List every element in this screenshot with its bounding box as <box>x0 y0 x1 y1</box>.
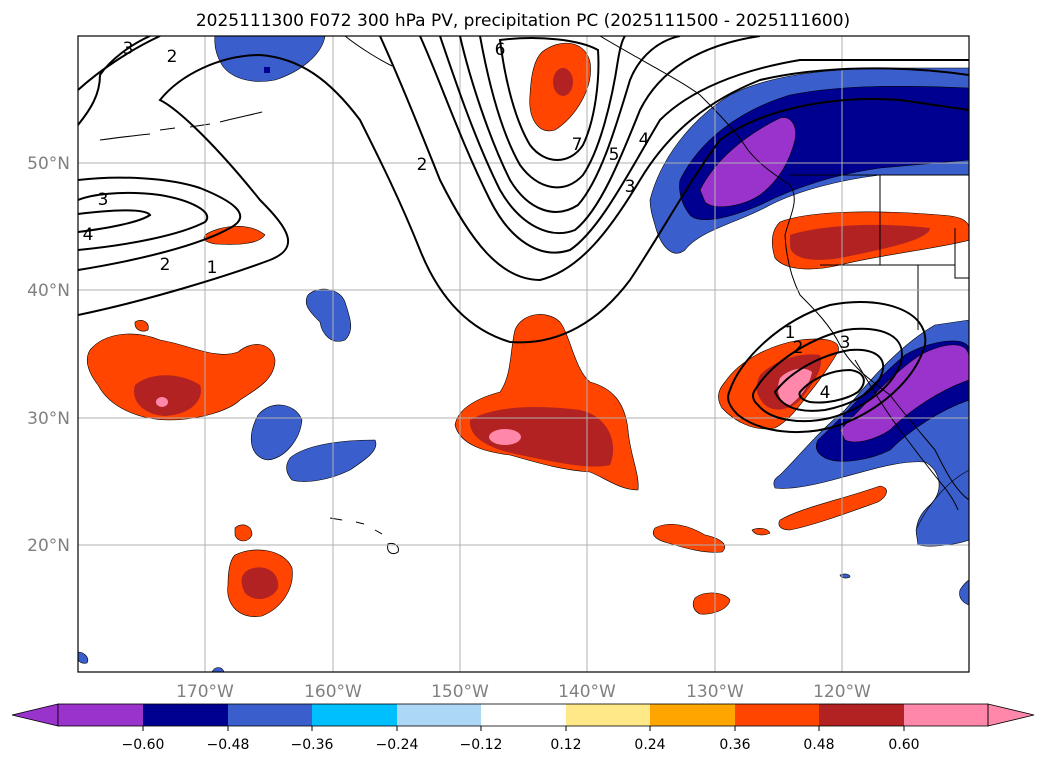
colorbar-tick-label: −0.36 <box>291 737 334 753</box>
pv-label: 2 <box>160 255 171 275</box>
precip-core-central <box>469 407 614 467</box>
colorbar-extend-high <box>987 703 1035 727</box>
lat-label: 40°N <box>27 281 70 301</box>
colorbar-outline <box>57 703 989 727</box>
pv-contour-low-1 <box>727 301 927 434</box>
precip-core-west <box>134 375 201 416</box>
colorbar-tick-label: 0.36 <box>719 737 750 753</box>
colorbar-segment <box>566 704 650 726</box>
pv-label: 2 <box>793 338 804 358</box>
pv-contour-west-4 <box>78 209 152 233</box>
lon-label: 130°W <box>686 682 744 702</box>
pv-contours <box>78 36 969 434</box>
pv-label: 4 <box>639 130 650 150</box>
pv-label: 4 <box>820 383 831 403</box>
precip-peak-socal <box>778 368 812 405</box>
colorbar-segment <box>397 704 481 726</box>
pv-label: 7 <box>572 135 583 155</box>
latitude-labels: 50°N 40°N 30°N 20°N <box>27 154 70 556</box>
pv-contour-labels: 3 2 3 4 2 1 2 6 7 5 4 3 1 2 3 4 <box>83 39 851 403</box>
colorbar-segment <box>481 704 566 726</box>
map-area: 3 2 3 4 2 1 2 6 7 5 4 3 1 2 3 4 <box>78 36 969 672</box>
pv-contour-ridge-7 <box>498 37 600 161</box>
colorbar-tick-label: −0.60 <box>122 737 165 753</box>
precip-peak-west <box>156 397 168 407</box>
pv-contour-ridge-2 <box>379 36 969 282</box>
colorbar-segment <box>650 704 735 726</box>
pv-contour-west-3 <box>78 191 209 251</box>
lon-label: 140°W <box>558 682 616 702</box>
precip-negative-blob-1 <box>305 288 352 342</box>
colorbar-segment <box>735 704 819 726</box>
pv-label: 5 <box>609 145 620 165</box>
colorbar-tick-label: 0.12 <box>550 737 581 753</box>
figure-title: 2025111300 F072 300 hPa PV, precipitatio… <box>196 11 850 31</box>
pv-label: 4 <box>83 225 94 245</box>
precip-negative-blob-2 <box>250 404 303 461</box>
pv-contour-west-5 <box>78 36 151 126</box>
pv-label: 3 <box>98 190 109 210</box>
colorbar-tick-label: 0.48 <box>803 737 834 753</box>
colorbar-tick-label: 0.24 <box>634 737 665 753</box>
precip-positive-areas <box>86 42 969 617</box>
colorbar-segment <box>58 704 143 726</box>
colorbar-tick-label: 0.60 <box>888 737 919 753</box>
pv-contour-west-1 <box>78 53 969 344</box>
precip-negative-aleutians <box>214 36 326 82</box>
pv-contour-ridge-5 <box>459 36 681 213</box>
colorbar-segment <box>819 704 904 726</box>
lon-label: 150°W <box>431 682 489 702</box>
pv-label: 3 <box>625 177 636 197</box>
colorbar-tick-label: −0.12 <box>460 737 503 753</box>
colorbar: −0.60 −0.48 −0.36 −0.24 −0.12 0.12 0.24 … <box>11 703 1035 753</box>
pv-contour-low-3 <box>773 348 885 412</box>
lon-label: 160°W <box>304 682 362 702</box>
pv-contour-ridge-4 <box>439 36 761 235</box>
colorbar-segment <box>312 704 397 726</box>
border-states <box>820 175 969 330</box>
coastline-north-america <box>344 36 969 501</box>
colorbar-tick-labels: −0.60 −0.48 −0.36 −0.24 −0.12 0.12 0.24 … <box>122 737 920 753</box>
colorbar-tick-label: −0.24 <box>376 737 419 753</box>
lat-label: 30°N <box>27 409 70 429</box>
pv-contour-low-4 <box>798 368 865 404</box>
colorbar-ticks <box>142 726 905 731</box>
coastlines <box>99 36 969 555</box>
coastline-baja <box>854 359 959 511</box>
colorbar-segment <box>143 704 228 726</box>
pv-contour-low-2 <box>752 327 903 423</box>
pv-contour-ridge-3 <box>419 36 969 254</box>
pv-contour-west-6 <box>78 36 161 91</box>
pv-contour-west-2 <box>78 176 242 271</box>
pv-label: 1 <box>207 258 218 278</box>
pv-label: 2 <box>417 155 428 175</box>
precip-area-west <box>86 333 276 421</box>
lat-label: 50°N <box>27 154 70 174</box>
colorbar-segment <box>904 704 988 726</box>
pv-label: 1 <box>785 323 796 343</box>
precip-peak-central <box>489 429 521 445</box>
lat-label: 20°N <box>27 536 70 556</box>
pv-label: 2 <box>167 47 178 67</box>
pv-label: 6 <box>495 40 506 60</box>
pv-contour-ridge-6 <box>479 36 626 189</box>
precip-core-gulf <box>553 68 573 96</box>
pv-label: 3 <box>123 39 134 59</box>
longitude-labels: 170°W 160°W 150°W 140°W 130°W 120°W <box>176 682 871 702</box>
lon-label: 120°W <box>813 682 871 702</box>
map-frame <box>77 35 970 673</box>
pv-label: 3 <box>840 333 851 353</box>
precip-negative-blob-3 <box>286 439 377 482</box>
colorbar-segment <box>228 704 312 726</box>
coastline-aleutians <box>99 111 263 141</box>
lon-label: 170°W <box>176 682 234 702</box>
colorbar-extend-low <box>11 703 59 727</box>
graticule <box>78 36 969 672</box>
colorbar-tick-label: −0.48 <box>207 737 250 753</box>
coastline-hawaii <box>329 517 399 555</box>
